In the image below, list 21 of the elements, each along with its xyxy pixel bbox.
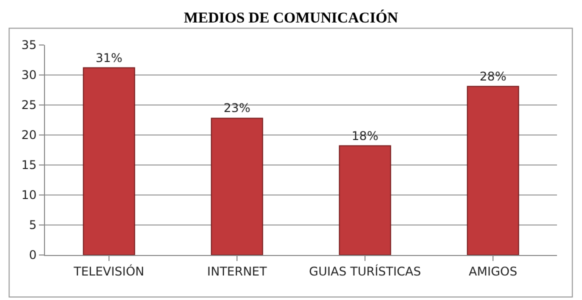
bar [82, 67, 136, 255]
bar [210, 118, 264, 255]
y-tick-label: 5 [28, 218, 37, 232]
data-label: 28% [480, 69, 506, 84]
bar [466, 86, 520, 255]
data-label: 18% [352, 128, 378, 143]
y-tick-label: 20 [21, 128, 37, 142]
chart-title: MEDIOS DE COMUNICACIÓN [184, 10, 398, 26]
y-tick-label: 35 [21, 38, 37, 52]
x-tick-label: AMIGOS [468, 264, 518, 278]
data-label: 23% [224, 101, 250, 116]
data-label: 31% [96, 50, 122, 65]
y-tick-label: 25 [21, 98, 37, 112]
x-tick-label: TELEVISIÓN [72, 263, 144, 278]
y-tick-label: 10 [21, 188, 37, 202]
y-tick-label: 0 [28, 248, 37, 262]
bar [338, 145, 392, 255]
x-tick-label: GUIAS TURÍSTICAS [309, 263, 421, 278]
y-tick-label: 15 [21, 158, 37, 172]
x-tick-label: INTERNET [207, 264, 268, 278]
y-tick-label: 30 [21, 68, 37, 82]
